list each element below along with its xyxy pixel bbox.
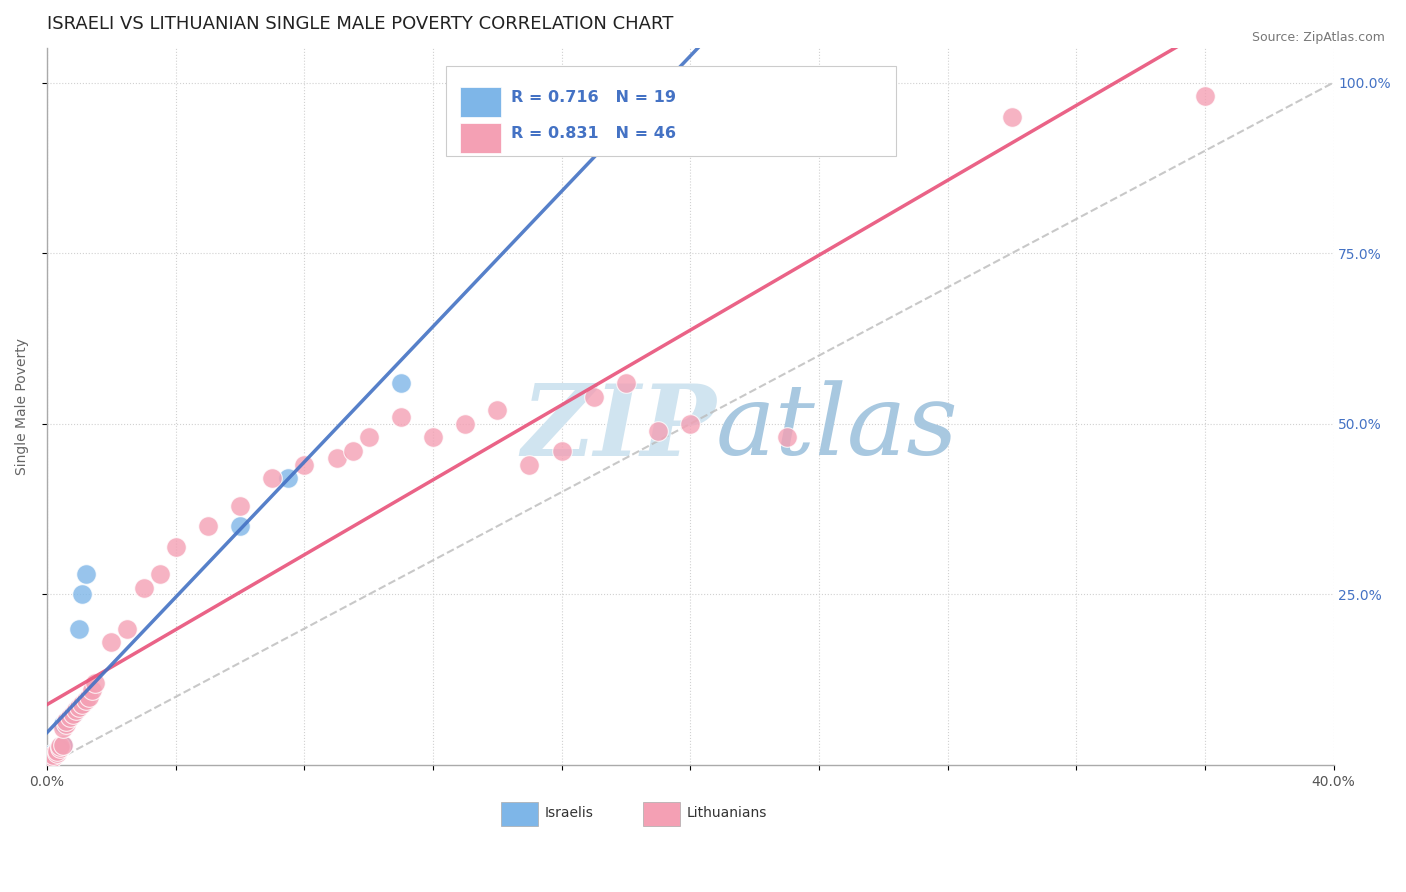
Point: [72, 697, 94, 711]
Point: [100, 635, 122, 649]
Text: Lithuanians: Lithuanians: [686, 806, 766, 820]
Point: [132, 581, 155, 595]
Text: ISRAELI VS LITHUANIAN SINGLE MALE POVERTY CORRELATION CHART: ISRAELI VS LITHUANIAN SINGLE MALE POVERT…: [46, 15, 673, 33]
Point: [49, 739, 72, 753]
Point: [165, 540, 187, 554]
Point: [84, 676, 107, 690]
Point: [75, 566, 97, 581]
Text: R = 0.831   N = 46: R = 0.831 N = 46: [512, 126, 676, 141]
Point: [55, 714, 77, 728]
Point: [117, 622, 139, 636]
Point: [519, 458, 541, 472]
Point: [65, 704, 87, 718]
Point: [67, 700, 90, 714]
Point: [389, 376, 412, 390]
Text: ZIP: ZIP: [522, 380, 716, 476]
Point: [149, 566, 172, 581]
Text: R = 0.716   N = 19: R = 0.716 N = 19: [512, 90, 676, 104]
Point: [39, 751, 62, 765]
Point: [357, 430, 380, 444]
Point: [49, 741, 72, 756]
Point: [45, 744, 67, 758]
Point: [582, 390, 605, 404]
Point: [342, 444, 364, 458]
Point: [776, 430, 799, 444]
Point: [277, 471, 299, 485]
Point: [55, 717, 77, 731]
Point: [58, 710, 80, 724]
Point: [65, 704, 87, 718]
Point: [292, 458, 315, 472]
FancyBboxPatch shape: [643, 802, 681, 826]
FancyBboxPatch shape: [501, 802, 538, 826]
Point: [614, 376, 637, 390]
Text: Israelis: Israelis: [546, 806, 593, 820]
Point: [45, 743, 67, 757]
Point: [42, 750, 65, 764]
Text: Source: ZipAtlas.com: Source: ZipAtlas.com: [1251, 31, 1385, 45]
Point: [39, 753, 62, 767]
Point: [454, 417, 477, 431]
Point: [647, 424, 669, 438]
Point: [45, 746, 67, 760]
Point: [42, 747, 65, 762]
Point: [52, 738, 75, 752]
Point: [75, 693, 97, 707]
Point: [1194, 89, 1216, 103]
Point: [550, 444, 572, 458]
Point: [486, 403, 509, 417]
Point: [325, 450, 347, 465]
Point: [229, 519, 252, 533]
Point: [839, 103, 862, 117]
Point: [49, 739, 72, 753]
Point: [52, 717, 75, 731]
Point: [49, 741, 72, 756]
Point: [679, 417, 702, 431]
FancyBboxPatch shape: [446, 66, 896, 156]
Point: [67, 622, 90, 636]
Point: [77, 690, 100, 704]
Point: [52, 721, 75, 735]
Point: [42, 746, 65, 760]
Point: [229, 499, 252, 513]
Point: [45, 744, 67, 758]
Point: [72, 587, 94, 601]
Point: [52, 738, 75, 752]
Point: [62, 706, 84, 721]
FancyBboxPatch shape: [460, 87, 501, 117]
Point: [80, 683, 103, 698]
Point: [197, 519, 219, 533]
Point: [422, 430, 444, 444]
FancyBboxPatch shape: [460, 123, 501, 153]
Y-axis label: Single Male Poverty: Single Male Poverty: [15, 338, 30, 475]
Point: [1001, 110, 1024, 124]
Point: [389, 409, 412, 424]
Point: [55, 714, 77, 728]
Point: [262, 471, 284, 485]
Text: atlas: atlas: [716, 381, 959, 476]
Point: [58, 710, 80, 724]
Point: [42, 747, 65, 762]
Point: [62, 706, 84, 721]
